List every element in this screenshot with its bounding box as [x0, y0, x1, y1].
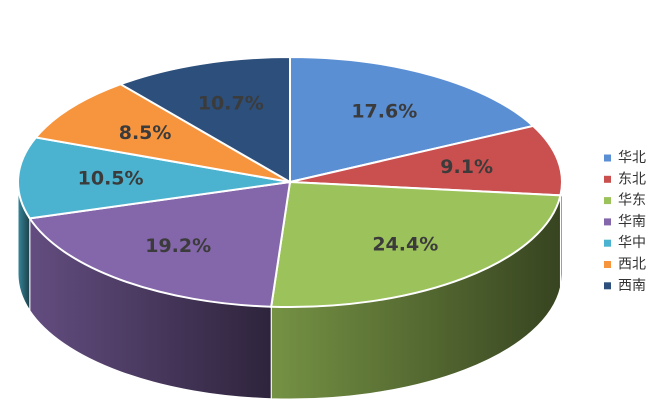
data-label: 10.5% — [78, 168, 144, 190]
data-label: 9.1% — [440, 156, 493, 178]
data-label: 17.6% — [351, 100, 417, 122]
legend-swatch — [604, 197, 611, 205]
legend-label: 华中 — [618, 235, 646, 251]
slice — [17, 136, 291, 220]
legend-label: 华南 — [618, 214, 646, 230]
data-label: 24.4% — [372, 234, 438, 256]
legend-label: 华东 — [618, 193, 646, 209]
legend-swatch — [604, 175, 611, 183]
data-label: 19.2% — [145, 235, 211, 257]
legend-label: 东北 — [618, 171, 646, 187]
slice — [289, 55, 536, 184]
data-label: 8.5% — [119, 122, 172, 144]
legend-label: 西南 — [618, 278, 646, 294]
legend-swatch — [604, 282, 611, 290]
legend-label: 华北 — [618, 150, 646, 166]
slice — [118, 55, 291, 184]
slice — [33, 83, 291, 183]
legend-swatch — [604, 218, 611, 226]
slice — [289, 124, 563, 197]
legend-label: 西北 — [618, 257, 646, 273]
slice — [270, 180, 562, 308]
slice — [28, 180, 292, 308]
legend-swatch — [604, 239, 611, 247]
legend-swatch — [604, 261, 611, 268]
data-label: 10.7% — [198, 93, 264, 115]
legend-swatch — [604, 154, 611, 162]
